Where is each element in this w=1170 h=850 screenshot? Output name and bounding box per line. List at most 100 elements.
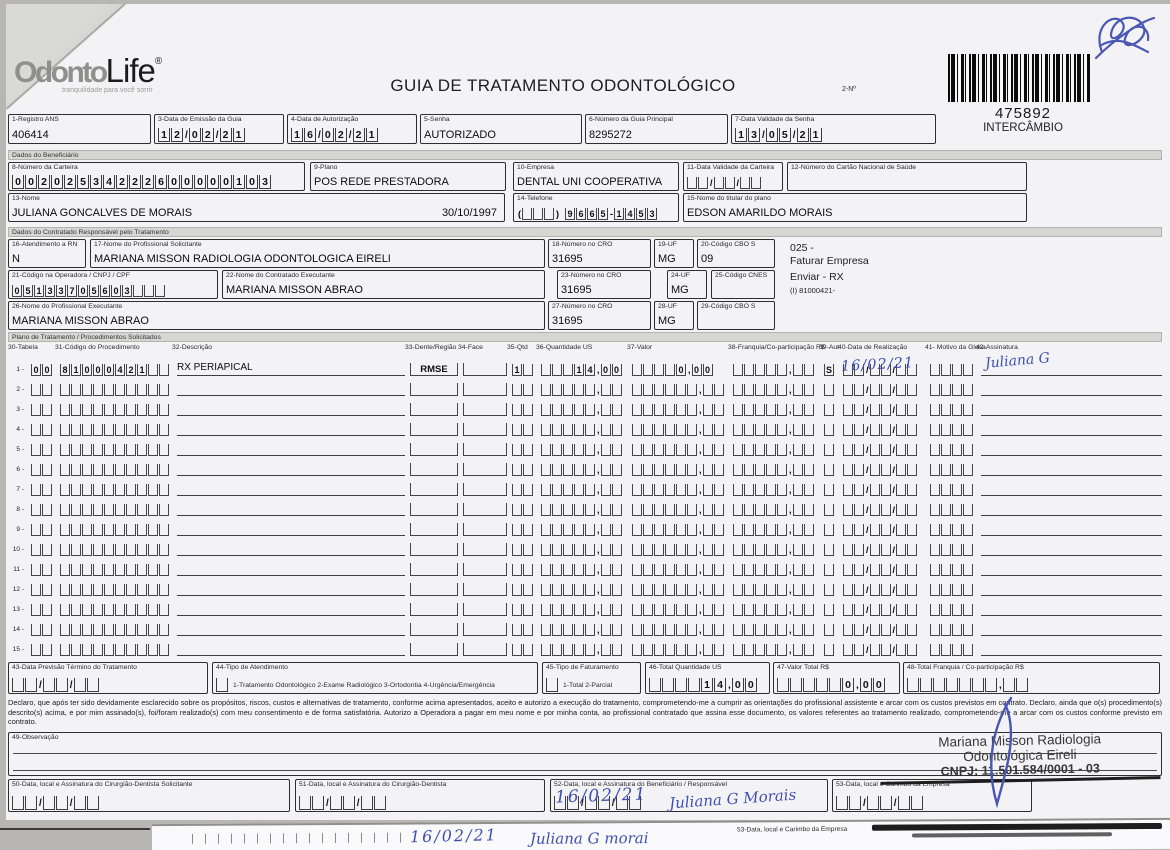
field-uf-28: 28-UF MG <box>654 301 694 330</box>
procedure-row: 13 - , , , / / <box>8 596 1162 616</box>
motivo-glosa-comb <box>930 584 976 596</box>
field-data-emissao: 3-Data de Emissão da Guia 1 2/0 2/2 1 <box>154 114 284 144</box>
field-assinatura-beneficiario: 52-Data, local e Assinatura do Beneficiá… <box>550 779 828 812</box>
field-comb-value: () 9 6 6 5-1 4 5 3 <box>517 208 675 220</box>
field-value: MARIANA MISSON RADIOLOGIA ODONTOLOGICA E… <box>94 253 391 265</box>
dente-regiao-cell <box>410 503 458 516</box>
procedure-description <box>177 601 405 616</box>
data-realizacao-comb: / / <box>843 604 925 616</box>
aut-comb <box>824 504 838 516</box>
valor-comb: , <box>632 584 728 596</box>
procedure-row: 3 - , , , / / <box>8 396 1162 416</box>
registered-mark: ® <box>154 56 163 67</box>
procedures-header: 30-Tabela 31-Código do Procedimento 32-D… <box>8 344 1162 356</box>
column-header: 37-Valor <box>627 344 653 351</box>
column-header: 41- Motivo da Glosa <box>925 344 986 351</box>
motivo-glosa-comb <box>930 364 976 376</box>
procedure-row: 6 - , , , / / <box>8 456 1162 476</box>
field-profissional-executante: 26-Nome do Profissional Executante MARIA… <box>8 301 545 330</box>
barcode <box>948 54 1090 102</box>
assinatura-line <box>981 502 1162 516</box>
motivo-glosa-comb <box>930 644 976 656</box>
field-label: 45-Tipo de Faturamento <box>546 664 619 671</box>
field-cartao-nacional-saude: 12-Número do Cartão Nacional de Saúde <box>787 162 1027 191</box>
field-comb-value: 1 3/0 5/2 1 <box>735 128 932 142</box>
guide-number: 475892 <box>994 105 1052 122</box>
field-value: 406414 <box>12 129 49 141</box>
face-cell <box>463 623 507 636</box>
procedure-description <box>177 641 405 656</box>
field-value: EDSON AMARILDO MORAIS <box>687 207 833 219</box>
valor-comb: , <box>632 544 728 556</box>
motivo-glosa-comb <box>930 384 976 396</box>
row-number: 12 - <box>12 586 24 593</box>
aut-comb <box>824 604 838 616</box>
procedure-description: RX PERIAPICAL <box>177 361 405 376</box>
field-label: 9-Plano <box>314 164 338 171</box>
brand-logo-gray-text: Odonto <box>14 56 108 89</box>
field-value: AUTORIZADO <box>424 129 496 141</box>
dente-regiao-cell <box>410 463 458 476</box>
tabela-comb <box>31 604 55 616</box>
tipo-faturamento-options: 1-Total 2-Parcial <box>563 682 613 689</box>
field-empresa: 10-Empresa DENTAL UNI COOPERATIVA <box>513 162 679 191</box>
face-cell <box>463 643 507 656</box>
valor-comb: , <box>632 644 728 656</box>
brand-tagline: tranquilidade para você sorrir <box>62 87 153 94</box>
guide-number-label: 2-Nº <box>842 86 856 93</box>
tabela-comb <box>31 524 55 536</box>
field-value: DENTAL UNI COOPERATIVA <box>517 176 663 188</box>
codigo-procedimento-comb <box>60 464 172 476</box>
underlying-page-edge <box>0 828 150 830</box>
field-label: 51-Data, local e Assinatura do Cirurgião… <box>299 781 447 788</box>
face-cell <box>463 503 507 516</box>
aut-comb <box>824 564 838 576</box>
qtd-comb <box>512 404 536 416</box>
data-realizacao-comb: / / <box>843 404 925 416</box>
assinatura-line <box>981 482 1162 496</box>
column-header: 42-Assinatura <box>976 344 1018 351</box>
valor-comb: , <box>632 464 728 476</box>
field-cro-23: 23-Número no CRO 31695 <box>557 270 651 299</box>
row-number: 15 - <box>12 646 24 653</box>
assinatura-line <box>981 422 1162 436</box>
aut-comb <box>824 384 838 396</box>
field-comb-value: / / <box>12 678 204 692</box>
tabela-comb <box>31 384 55 396</box>
column-header: 36-Quantidade US <box>536 344 593 351</box>
field-label: 28-UF <box>658 303 677 310</box>
dente-regiao-cell <box>410 403 458 416</box>
field-label: 6-Número da Guia Principal <box>589 116 673 123</box>
aut-comb <box>824 624 838 636</box>
franquia-comb: , <box>733 604 819 616</box>
data-realizacao-comb: 16/02/21// <box>841 355 925 376</box>
tabela-comb <box>31 584 55 596</box>
franquia-comb: , <box>733 384 819 396</box>
motivo-glosa-comb <box>930 484 976 496</box>
data-realizacao-comb: / / <box>843 504 925 516</box>
field-label: 26-Nome do Profissional Executante <box>12 303 123 310</box>
face-cell <box>463 423 507 436</box>
procedure-description <box>177 561 405 576</box>
quantidade-us-comb: , <box>541 484 627 496</box>
procedure-description <box>177 581 405 596</box>
field-atendimento-rn: 16-Atendimento a RN N <box>8 239 86 268</box>
field-label: 1-Registro ANS <box>12 116 59 123</box>
field-comb-value: / / <box>299 796 541 810</box>
field-label: 27-Número no CRO <box>552 303 613 310</box>
tabela-comb <box>31 544 55 556</box>
dente-regiao-cell <box>410 543 458 556</box>
motivo-glosa-comb <box>930 564 976 576</box>
qtd-comb <box>512 384 536 396</box>
observacao-line <box>13 770 1157 771</box>
tipo-atendimento-options: 1-Tratamento Odontológico 2-Exame Radiol… <box>233 682 495 689</box>
data-realizacao-comb: / / <box>843 424 925 436</box>
qtd-comb <box>512 504 536 516</box>
valor-comb: , <box>632 444 728 456</box>
field-uf-24: 24-UF MG <box>667 270 707 299</box>
franquia-comb: , <box>733 364 819 376</box>
